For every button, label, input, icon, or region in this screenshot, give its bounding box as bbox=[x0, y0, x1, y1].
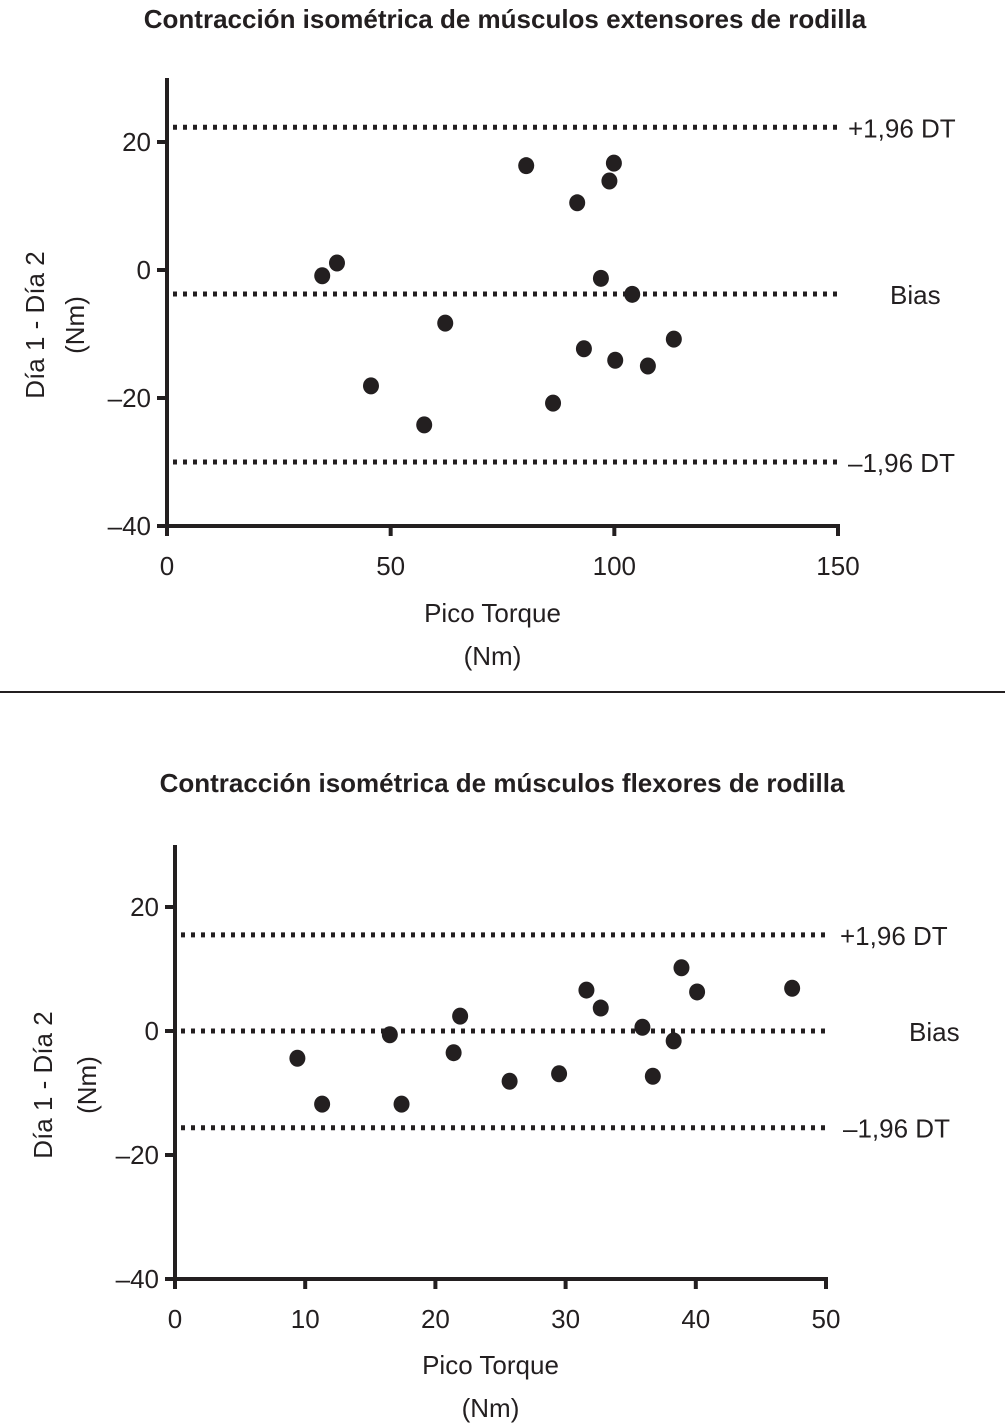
x-tick-label: 100 bbox=[593, 551, 636, 581]
y-axis-unit: (Nm) bbox=[72, 1056, 102, 1114]
data-point bbox=[601, 172, 618, 190]
data-point bbox=[314, 1095, 331, 1113]
data-point bbox=[592, 999, 609, 1017]
data-point bbox=[289, 1049, 306, 1067]
data-point bbox=[437, 314, 454, 332]
y-tick-label: –20 bbox=[116, 1140, 159, 1170]
chart-title: Contracción isométrica de músculos exten… bbox=[144, 4, 867, 34]
chart-flexors: Contracción isométrica de músculos flexo… bbox=[28, 768, 960, 1423]
data-point bbox=[624, 285, 641, 303]
y-tick-label: 0 bbox=[137, 255, 151, 285]
x-tick-label: 20 bbox=[421, 1304, 450, 1334]
data-point bbox=[381, 1026, 398, 1044]
data-point bbox=[518, 157, 535, 175]
y-tick-label: 20 bbox=[122, 127, 151, 157]
reference-line-label: +1,96 DT bbox=[848, 113, 956, 143]
reference-line-label: Bias bbox=[909, 1017, 960, 1047]
x-axis-unit: (Nm) bbox=[462, 1393, 520, 1423]
data-point bbox=[592, 269, 609, 287]
reference-line-label: Bias bbox=[890, 280, 941, 310]
reference-line-label: +1,96 DT bbox=[840, 921, 948, 951]
data-point bbox=[445, 1044, 462, 1062]
data-point bbox=[665, 1032, 682, 1050]
x-axis-label: Pico Torque bbox=[424, 598, 561, 628]
data-point bbox=[605, 154, 622, 172]
data-point bbox=[607, 351, 624, 369]
data-point bbox=[551, 1065, 568, 1083]
y-axis-unit: (Nm) bbox=[60, 296, 90, 354]
data-point bbox=[569, 194, 586, 212]
x-tick-label: 50 bbox=[812, 1304, 841, 1334]
data-point bbox=[393, 1095, 410, 1113]
y-tick-label: –40 bbox=[108, 511, 151, 541]
data-point bbox=[362, 377, 379, 395]
x-tick-label: 0 bbox=[168, 1304, 182, 1334]
data-point bbox=[639, 357, 656, 375]
x-tick-label: 30 bbox=[551, 1304, 580, 1334]
data-point bbox=[501, 1072, 518, 1090]
y-axis-label: Día 1 - Día 2 bbox=[20, 251, 50, 398]
data-point bbox=[644, 1067, 661, 1085]
data-point bbox=[328, 254, 345, 272]
x-tick-label: 10 bbox=[291, 1304, 320, 1334]
data-point bbox=[416, 416, 433, 434]
reference-line-label: –1,96 DT bbox=[843, 1114, 950, 1144]
data-point bbox=[314, 267, 331, 285]
y-tick-label: 0 bbox=[145, 1016, 159, 1046]
data-point bbox=[575, 340, 592, 358]
x-tick-label: 40 bbox=[681, 1304, 710, 1334]
y-tick-label: –40 bbox=[116, 1264, 159, 1294]
y-tick-label: 20 bbox=[130, 892, 159, 922]
data-point bbox=[578, 981, 595, 999]
x-tick-label: 50 bbox=[376, 551, 405, 581]
data-point bbox=[689, 983, 706, 1001]
data-point bbox=[545, 394, 562, 412]
y-axis-label: Día 1 - Día 2 bbox=[28, 1011, 58, 1158]
x-tick-label: 150 bbox=[816, 551, 859, 581]
data-point bbox=[673, 959, 690, 977]
chart-title: Contracción isométrica de músculos flexo… bbox=[160, 768, 845, 798]
x-axis-label: Pico Torque bbox=[422, 1350, 559, 1380]
data-point bbox=[634, 1018, 651, 1036]
x-tick-label: 0 bbox=[160, 551, 174, 581]
y-tick-label: –20 bbox=[108, 383, 151, 413]
x-axis-unit: (Nm) bbox=[464, 641, 522, 671]
chart-extensors: Contracción isométrica de músculos exten… bbox=[20, 4, 956, 671]
data-point bbox=[452, 1007, 469, 1025]
reference-line-label: –1,96 DT bbox=[848, 448, 955, 478]
data-point bbox=[784, 979, 801, 997]
data-point bbox=[665, 330, 682, 348]
